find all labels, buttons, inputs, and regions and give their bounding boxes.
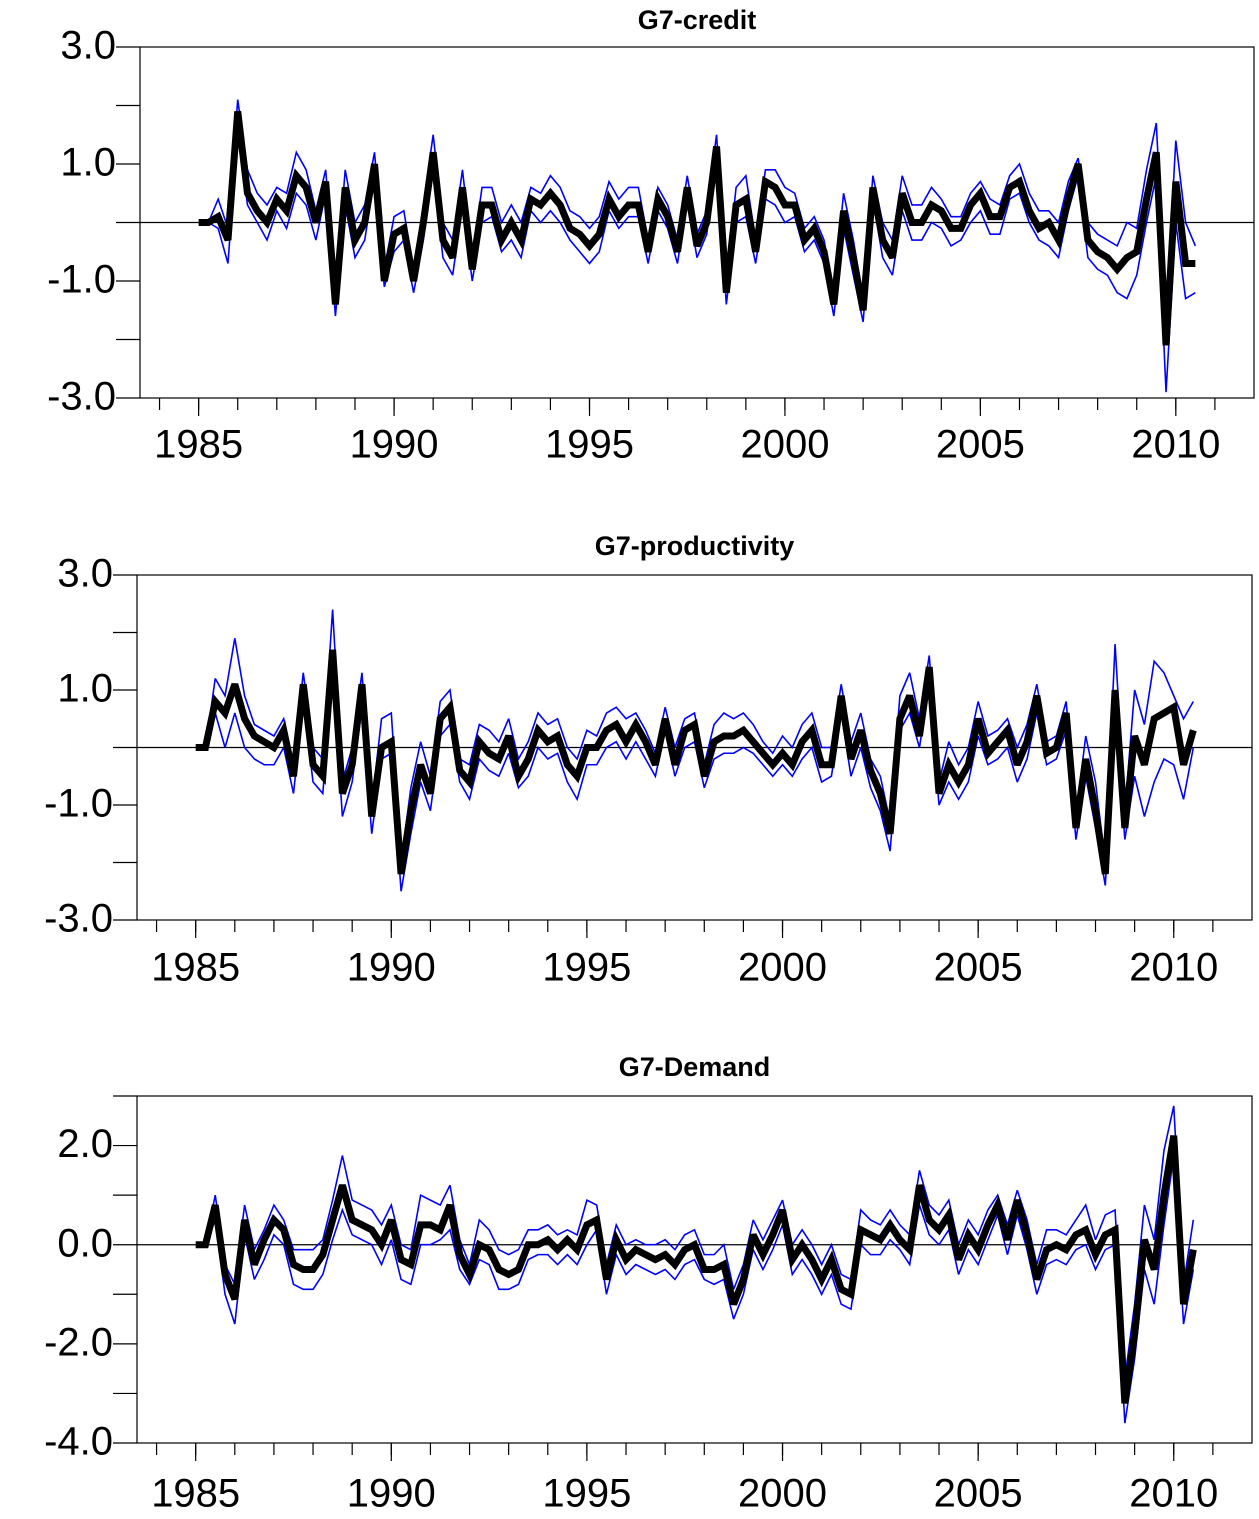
series-line <box>195 649 1197 875</box>
x-tick-label: 1990 <box>350 423 439 467</box>
x-tick-label: 1985 <box>151 1472 240 1514</box>
x-tick-label: 2010 <box>1129 1472 1218 1514</box>
x-tick-label: 1990 <box>347 1472 436 1514</box>
x-tick-label: 2005 <box>934 946 1023 990</box>
series-line <box>195 609 1195 863</box>
series-line <box>195 1105 1195 1379</box>
y-tick-label: 1.0 <box>57 667 113 711</box>
x-tick-label: 2010 <box>1131 423 1220 467</box>
x-tick-label: 2000 <box>738 946 827 990</box>
y-tick-label: -1.0 <box>44 782 113 826</box>
x-tick-label: 1995 <box>545 423 634 467</box>
y-tick-label: -3.0 <box>47 375 116 419</box>
y-tick-label: 1.0 <box>60 141 116 185</box>
series-line <box>198 110 1196 346</box>
y-tick-label: 2.0 <box>57 1122 113 1166</box>
y-tick-label: 0.0 <box>57 1221 113 1265</box>
chart-title: G7-productivity <box>595 531 795 561</box>
y-tick-label: 3.0 <box>60 24 116 68</box>
chart-title: G7-Demand <box>619 1052 771 1082</box>
y-tick-label: 3.0 <box>57 552 113 596</box>
x-tick-label: 2000 <box>738 1472 827 1514</box>
x-tick-label: 1995 <box>542 1472 631 1514</box>
x-tick-label: 2005 <box>936 423 1025 467</box>
x-tick-label: 1985 <box>151 946 240 990</box>
chart-title: G7-credit <box>638 5 757 35</box>
series-line <box>195 1135 1197 1404</box>
y-tick-label: -3.0 <box>44 897 113 941</box>
x-tick-label: 2000 <box>740 423 829 467</box>
x-tick-label: 2010 <box>1129 946 1218 990</box>
x-tick-label: 1995 <box>542 946 631 990</box>
x-tick-label: 1990 <box>347 946 436 990</box>
y-tick-label: -1.0 <box>47 258 116 302</box>
x-tick-label: 2005 <box>934 1472 1023 1514</box>
x-tick-label: 1985 <box>154 423 243 467</box>
series-line <box>198 128 1196 393</box>
y-tick-label: -4.0 <box>44 1420 113 1464</box>
y-tick-label: -2.0 <box>44 1320 113 1364</box>
plot-frame <box>136 1095 1253 1444</box>
